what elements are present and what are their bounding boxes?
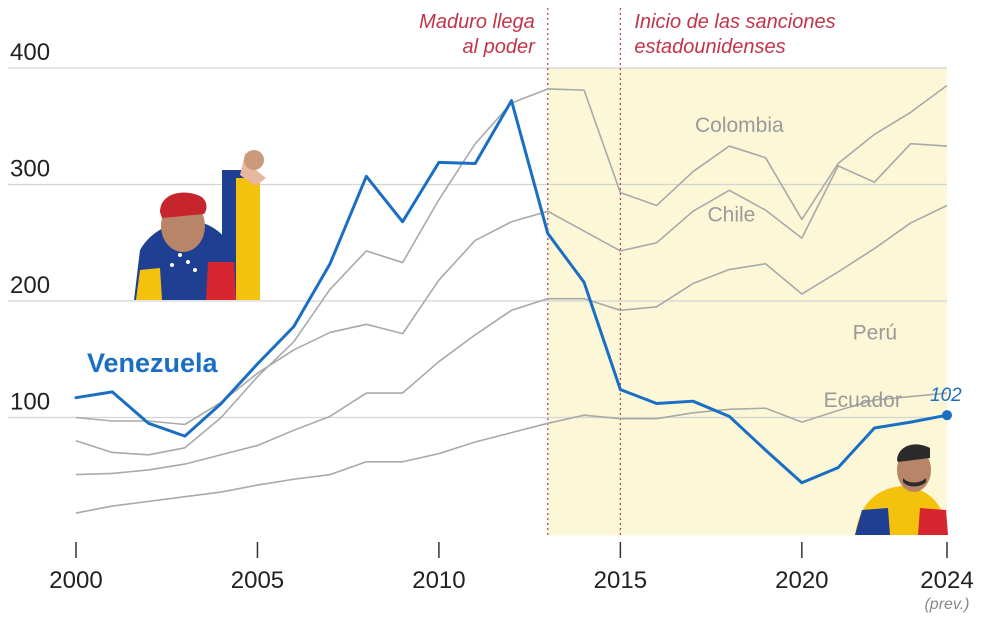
x-tick-label: 2020: [775, 567, 828, 594]
x-tick-label: 2024: [920, 567, 973, 594]
y-tick-label: 400: [10, 39, 50, 66]
series-label: Colombia: [695, 114, 784, 137]
axes: 2000 2005 2010 2015 2020 2024 (prev.): [8, 535, 974, 613]
event-annotation: Inicio de las sanciones: [634, 11, 835, 33]
x-tick-label: 2000: [49, 567, 102, 594]
shaded-region: [547, 68, 947, 536]
venezuela-series: Venezuela 102: [74, 99, 962, 485]
event-annotation: Maduro llega: [419, 11, 535, 33]
highlight-line: [74, 99, 949, 485]
end-point: [942, 410, 952, 421]
end-value-label: 102: [930, 385, 962, 406]
series-label: Ecuador: [824, 389, 902, 412]
event-annotation: estadounidenses: [634, 36, 785, 58]
series-label: Perú: [853, 321, 897, 344]
x-tick-label: 2010: [412, 567, 465, 594]
event-markers: Maduro llega al poder Inicio de las sancio…: [419, 8, 836, 536]
x-tick-label: 2005: [231, 567, 284, 594]
y-tick-label: 300: [10, 156, 50, 183]
chavez-portrait: [134, 150, 266, 300]
grid-lines: 100 200 300 400: [8, 39, 947, 419]
x-tick-sublabel: (prev.): [924, 596, 969, 613]
maduro-portrait: [855, 444, 948, 535]
x-tick-label: 2015: [594, 567, 647, 594]
series-label: Venezuela: [87, 348, 219, 378]
event-annotation: al poder: [463, 36, 537, 58]
series-label: Chile: [707, 204, 755, 227]
y-tick-label: 100: [10, 389, 50, 416]
series-line: [75, 204, 948, 476]
series-line: [75, 392, 948, 514]
sanctions-period-shading: [547, 68, 947, 536]
y-tick-label: 200: [10, 272, 50, 299]
